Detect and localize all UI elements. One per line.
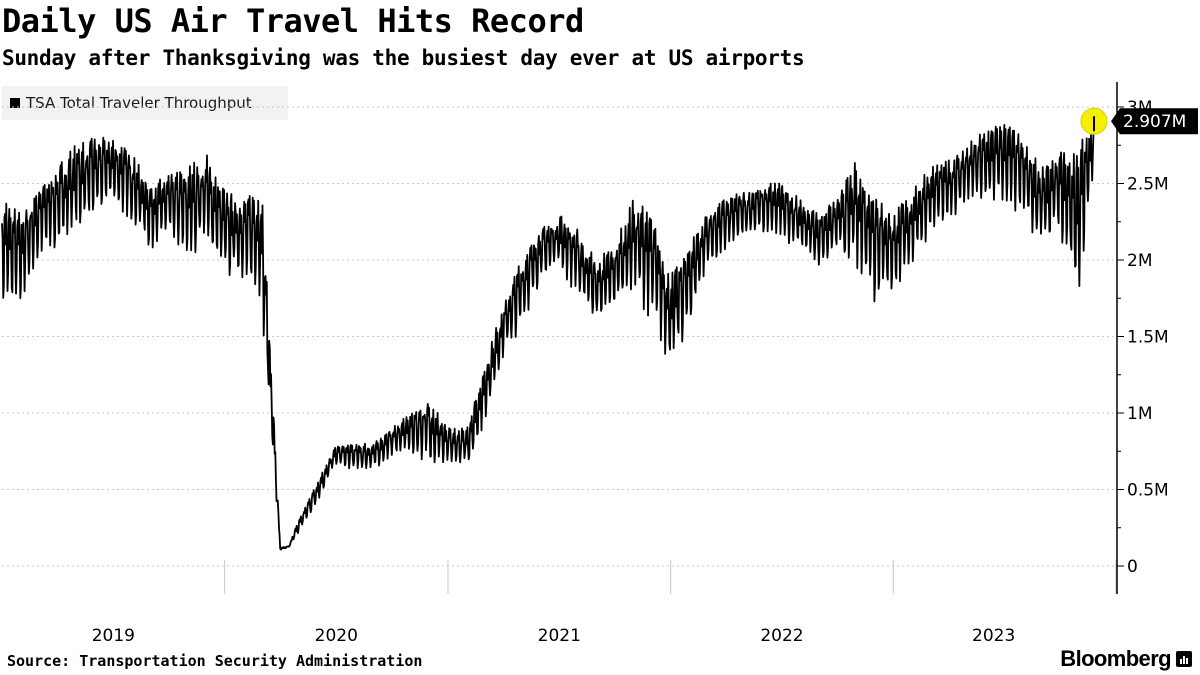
y-tick-label: 1M bbox=[1127, 404, 1152, 424]
bloomberg-logo: Bloomberg bbox=[1060, 646, 1192, 672]
annotation: 2.907M bbox=[1080, 107, 1198, 135]
series-tsa-throughput bbox=[1, 121, 1095, 551]
x-tick-label: 2023 bbox=[972, 626, 1015, 646]
y-tick-label: 2.5M bbox=[1127, 175, 1169, 195]
grid-lines bbox=[2, 106, 1116, 567]
y-tick-label: 1.5M bbox=[1127, 328, 1169, 348]
x-tick-label: 2021 bbox=[538, 626, 581, 646]
y-tick-label: 2M bbox=[1127, 251, 1152, 271]
brand-name: Bloomberg bbox=[1060, 646, 1171, 671]
y-tick-label: 0 bbox=[1127, 557, 1138, 577]
source-note: Source: Transportation Security Administ… bbox=[7, 652, 423, 670]
x-tick-label: 2022 bbox=[760, 626, 803, 646]
legend-swatch bbox=[10, 98, 20, 108]
x-tick-label: 2019 bbox=[92, 626, 135, 646]
chart-subtitle: Sunday after Thanksgiving was the busies… bbox=[2, 46, 805, 70]
series-line bbox=[1, 121, 1095, 551]
y-tick-label: 0.5M bbox=[1127, 481, 1169, 501]
x-axis: 2019 2020 2021 2022 2023 bbox=[92, 560, 1117, 646]
chart-title: Daily US Air Travel Hits Record bbox=[2, 2, 584, 40]
bar-chart-icon bbox=[1176, 651, 1192, 667]
value-callout bbox=[1111, 108, 1198, 135]
value-callout-label: 2.907M bbox=[1123, 112, 1186, 132]
x-tick-label: 2020 bbox=[315, 626, 358, 646]
legend: TSA Total Traveler Throughput bbox=[2, 86, 288, 120]
